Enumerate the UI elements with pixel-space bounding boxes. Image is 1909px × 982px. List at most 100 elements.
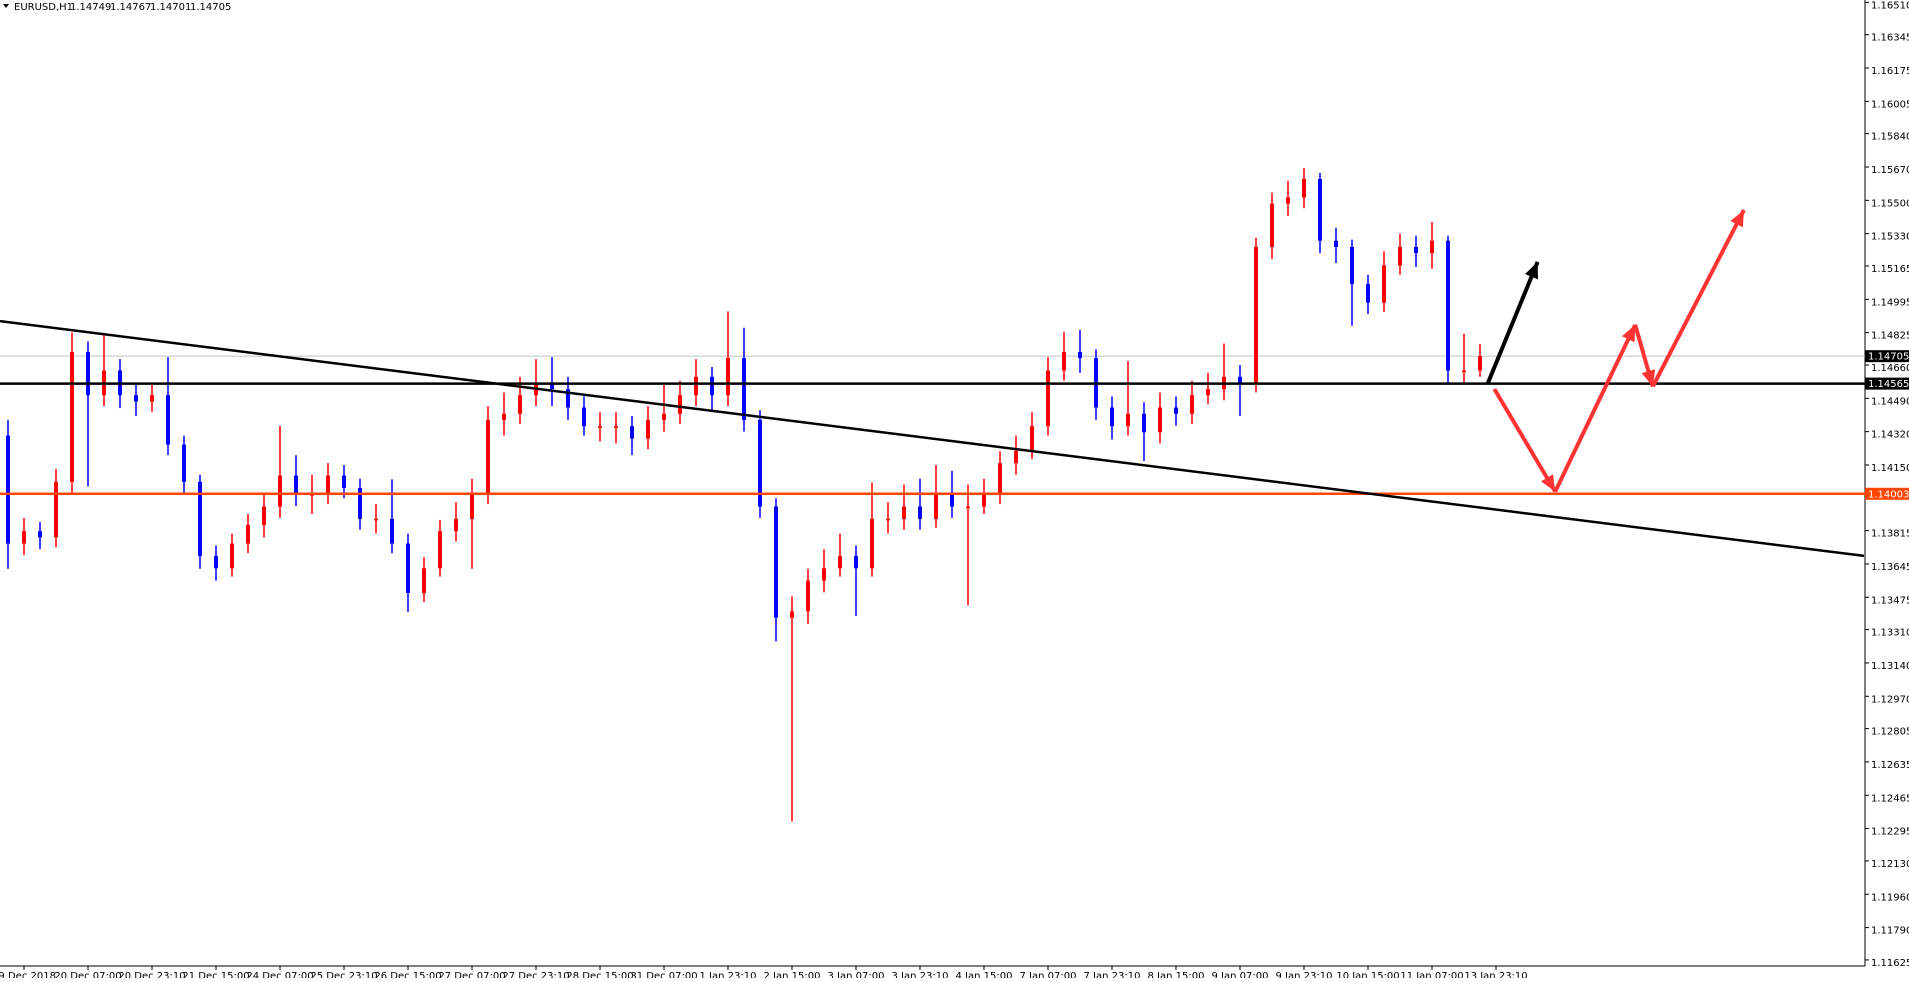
- candle-body: [230, 543, 234, 569]
- candle-body: [1270, 203, 1274, 247]
- candle-body: [358, 487, 362, 519]
- y-tick-label: 1.11625: [1871, 958, 1909, 969]
- x-tick-label: 3 Jan 23:10: [892, 971, 949, 978]
- candle-body: [950, 494, 954, 507]
- price-box-label: 1.14705: [1868, 352, 1909, 363]
- candle-body: [1206, 389, 1210, 396]
- candle-body: [262, 506, 266, 525]
- arrow: [1553, 323, 1638, 493]
- candle-body: [38, 531, 42, 538]
- y-tick-label: 1.12805: [1871, 727, 1909, 738]
- candle-body: [758, 419, 762, 507]
- candle-body: [1110, 407, 1114, 427]
- price-box: [1865, 487, 1909, 500]
- y-tick-label: 1.13645: [1871, 562, 1909, 573]
- arrow-head: [1730, 209, 1744, 228]
- candle-body: [422, 568, 426, 593]
- arrow-head: [1541, 474, 1556, 492]
- arrow: [1486, 261, 1540, 384]
- y-tick-label: 1.13475: [1871, 595, 1909, 606]
- candle-body: [870, 518, 874, 569]
- candle-body: [374, 518, 378, 521]
- candle-body: [918, 506, 922, 519]
- candle-body: [998, 463, 1002, 495]
- price-box-label: 1.14565: [1868, 379, 1909, 390]
- candle-body: [502, 413, 506, 420]
- x-tick-label: 10 Jan 15:00: [1336, 971, 1399, 978]
- candle-body: [470, 494, 474, 519]
- x-tick-label: 13 Jan 23:10: [1464, 971, 1527, 978]
- candle-body: [694, 376, 698, 396]
- x-tick-label: 28 Dec 15:00: [566, 971, 633, 978]
- y-tick-label: 1.15670: [1871, 165, 1909, 176]
- arrow-head: [1525, 261, 1539, 280]
- y-tick-label: 1.13310: [1871, 628, 1909, 639]
- y-tick-label: 1.16345: [1871, 33, 1909, 44]
- x-tick-label: 25 Dec 23:10: [310, 971, 377, 978]
- header-value: 1.14701: [150, 2, 191, 13]
- candle-body: [390, 518, 394, 544]
- price-box-label: 1.14003: [1868, 489, 1909, 500]
- candle-body: [886, 518, 890, 521]
- y-tick-label: 1.15840: [1871, 132, 1909, 143]
- candle-body: [1062, 352, 1066, 371]
- x-tick-label: 11 Jan 07:00: [1400, 971, 1463, 978]
- y-tick-label: 1.12295: [1871, 827, 1909, 838]
- candle-body: [438, 531, 442, 569]
- candle-body: [934, 494, 938, 519]
- y-tick-label: 1.14825: [1871, 331, 1909, 342]
- y-tick-label: 1.12130: [1871, 859, 1909, 870]
- y-tick-label: 1.15500: [1871, 198, 1909, 209]
- candle-body: [70, 352, 74, 482]
- candle-body: [1446, 240, 1450, 371]
- candle-body: [630, 426, 634, 439]
- candle-body: [150, 395, 154, 402]
- y-tick-label: 1.13140: [1871, 661, 1909, 672]
- candle-body: [902, 506, 906, 519]
- candle-body: [1238, 376, 1242, 383]
- y-tick-label: 1.12465: [1871, 793, 1909, 804]
- candle-body: [822, 568, 826, 581]
- candle-body: [678, 395, 682, 414]
- candle-body: [294, 475, 298, 495]
- candle-body: [790, 611, 794, 618]
- candle-body: [6, 435, 10, 544]
- candle-body: [1286, 197, 1290, 204]
- y-tick-label: 1.14490: [1871, 396, 1909, 407]
- candle-body: [198, 481, 202, 556]
- x-tick-label: 20 Dec 23:10: [118, 971, 185, 978]
- candle-body: [662, 413, 666, 420]
- candle-body: [134, 395, 138, 402]
- y-tick-label: 1.14660: [1871, 363, 1909, 374]
- trend-line: [0, 319, 1865, 558]
- candle-body: [646, 419, 650, 439]
- candle-body: [982, 494, 986, 507]
- y-tick-label: 1.16510: [1871, 0, 1909, 11]
- x-tick-label: 27 Dec 23:10: [502, 971, 569, 978]
- x-tick-label: 21 Dec 15:00: [182, 971, 249, 978]
- candle-body: [214, 555, 218, 569]
- candle-body: [1046, 370, 1050, 427]
- arrow-head: [1621, 324, 1636, 343]
- candle-body: [1158, 407, 1162, 433]
- x-tick-label: 19 Dec 2018: [0, 971, 56, 978]
- candle-body: [406, 543, 410, 593]
- candle-body: [246, 524, 250, 544]
- collapse-triangle[interactable]: [3, 4, 9, 8]
- y-tick-label: 1.14995: [1871, 297, 1909, 308]
- x-tick-label: 7 Jan 23:10: [1084, 971, 1141, 978]
- candle-body: [1078, 352, 1082, 359]
- candle-body: [1430, 240, 1434, 254]
- x-tick-label: 2 Jan 15:00: [764, 971, 821, 978]
- candle-body: [1350, 246, 1354, 285]
- x-tick-label: 1 Jan 23:10: [700, 971, 757, 978]
- arrow: [1492, 388, 1557, 493]
- y-tick-label: 1.13815: [1871, 529, 1909, 540]
- candle-body: [742, 358, 746, 420]
- candle-body: [486, 419, 490, 495]
- candle-body: [1462, 370, 1466, 372]
- candle-body: [1398, 246, 1402, 266]
- candle-body: [278, 475, 282, 507]
- x-tick-label: 9 Jan 23:10: [1276, 971, 1333, 978]
